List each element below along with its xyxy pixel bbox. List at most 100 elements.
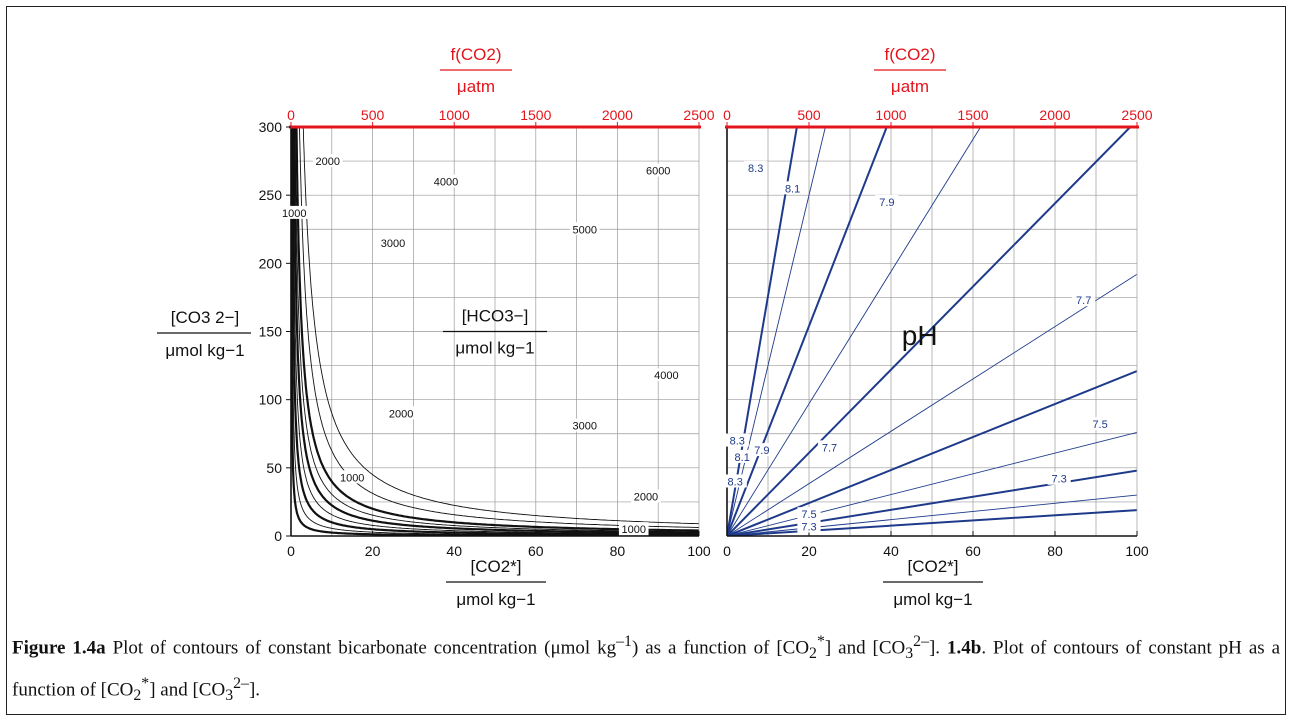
- contour-label-bg: [817, 440, 842, 454]
- contour-label-bg: [312, 154, 343, 168]
- contour-label-bg: [750, 443, 774, 457]
- contour-label: 1000: [340, 472, 364, 484]
- x-axis-label-bottom-a: μmol kg−1: [456, 590, 535, 609]
- contour-group: [291, 127, 699, 536]
- ph-label: pH: [902, 320, 938, 351]
- ph-line-7.9: [727, 127, 1131, 536]
- x-axis-label-top-a: [CO2*]: [470, 557, 521, 576]
- contour-label: 3000: [573, 421, 597, 433]
- contour-label-bg: [378, 235, 408, 249]
- figure-frame: [6, 6, 1286, 715]
- y-tick-label: 200: [259, 255, 283, 271]
- contour-label: 8.3: [730, 436, 745, 448]
- contour-label: 7.5: [801, 509, 816, 521]
- hco3-unit: μmol kg−1: [455, 339, 534, 358]
- top-tick-label: 2000: [602, 107, 633, 123]
- contour-label: 3000: [381, 238, 405, 250]
- ph-line-minor-7: [727, 431, 1137, 536]
- contour-label-bg: [569, 222, 600, 236]
- contour-label: 6000: [646, 166, 670, 178]
- top-tick-label: 1500: [957, 107, 988, 123]
- y-tick-label: 150: [259, 324, 283, 340]
- top-tick-label: 1500: [520, 107, 551, 123]
- figure-caption: Figure 1.4a Plot of contours of constant…: [12, 633, 1281, 705]
- contour-3500: [294, 127, 699, 533]
- ph-line-minor-5: [727, 273, 1137, 536]
- top-axis-unit-a: μatm: [457, 77, 495, 96]
- contour-label-bg: [569, 418, 600, 432]
- top-tick-label: 1000: [439, 107, 470, 123]
- contour-label: 8.3: [748, 163, 763, 175]
- x-tick-label: 100: [687, 543, 711, 559]
- contour-label-bg: [875, 194, 899, 208]
- contour-2000: [291, 127, 699, 536]
- top-axis-unit-b: μatm: [891, 77, 929, 96]
- contour-2500: [292, 127, 699, 535]
- ph-line-7.3: [727, 509, 1137, 536]
- contour-label-bg: [1088, 417, 1112, 431]
- panel-b: 0 20 40 60 80 1000 500 1000 1500 2000 25008.38.17.…: [723, 107, 1153, 559]
- contour-label-bg: [797, 519, 821, 533]
- top-axis-label-a: f(CO2): [451, 45, 502, 64]
- ph-line-8.3: [727, 127, 798, 536]
- contour-4000: [295, 127, 699, 532]
- contour-label: 4000: [654, 370, 678, 382]
- contour-label-bg: [386, 406, 416, 420]
- panel-a: 0 20 40 60 80 1000 500 1000 1500 2000 250005010015…: [259, 107, 715, 559]
- contour-label-bg: [744, 160, 768, 174]
- y-tick-label: 250: [259, 187, 283, 203]
- contour-6000: [302, 127, 699, 525]
- contour-label-bg: [725, 433, 749, 447]
- contour-label-bg: [279, 205, 310, 219]
- contour-label: 8.1: [735, 452, 750, 464]
- y-tick-label: 0: [274, 528, 282, 544]
- x-tick-label: 20: [801, 543, 817, 559]
- x-tick-label: 0: [723, 543, 731, 559]
- axis-labels: f(CO2) μatm f(CO2) μatm [CO3 2−] μmol kg…: [157, 45, 983, 609]
- contour-label: 1000: [621, 524, 645, 536]
- top-tick-label: 500: [797, 107, 821, 123]
- x-tick-label: 40: [446, 543, 462, 559]
- contour-label-bg: [431, 174, 461, 188]
- top-tick-label: 2500: [683, 107, 714, 123]
- x-axis-label-top-b: [CO2*]: [907, 557, 958, 576]
- contour-label-bg: [1072, 293, 1096, 307]
- contour-label: 2000: [389, 408, 413, 420]
- top-tick-label: 2500: [1121, 107, 1152, 123]
- ph-line-7.7: [727, 370, 1137, 536]
- caption-lead: Figure 1.4a: [12, 637, 106, 659]
- contour-label: 8.3: [728, 476, 743, 488]
- y-axis-label-top: [CO3 2−]: [171, 308, 240, 327]
- contour-label-bg: [1047, 471, 1071, 485]
- contour-label-bg: [631, 489, 661, 503]
- x-tick-label: 60: [965, 543, 981, 559]
- top-tick-label: 500: [361, 107, 385, 123]
- ph-line-minor-3: [727, 127, 981, 536]
- contour-label-bg: [337, 470, 367, 484]
- contour-3000: [292, 127, 699, 534]
- contour-label: 7.7: [822, 442, 837, 454]
- x-tick-label: 60: [528, 543, 544, 559]
- contour-label: 2000: [634, 491, 658, 503]
- top-tick-label: 2000: [1039, 107, 1070, 123]
- ph-line-minor-1: [727, 127, 826, 536]
- x-tick-label: 0: [287, 543, 295, 559]
- top-tick-label: 0: [287, 107, 295, 123]
- contour-label-bg: [781, 181, 805, 195]
- ph-line-minor-9: [727, 494, 1137, 536]
- contour-label: 5000: [573, 224, 597, 236]
- x-tick-label: 100: [1125, 543, 1149, 559]
- contour-label: 2000: [315, 156, 339, 168]
- contour-label: 7.5: [1092, 419, 1107, 431]
- x-axis-label-bottom-b: μmol kg−1: [893, 590, 972, 609]
- contour-label-bg: [651, 368, 682, 382]
- x-tick-label: 40: [883, 543, 899, 559]
- contour-label-bg: [618, 522, 649, 536]
- contour-label: 7.9: [879, 197, 894, 209]
- y-tick-label: 300: [259, 119, 283, 135]
- contour-label-bg: [730, 449, 754, 463]
- contour-label: 7.3: [801, 521, 816, 533]
- top-tick-label: 1000: [875, 107, 906, 123]
- y-axis-label-bottom: μmol kg−1: [165, 341, 244, 360]
- contour-label-bg: [643, 163, 673, 177]
